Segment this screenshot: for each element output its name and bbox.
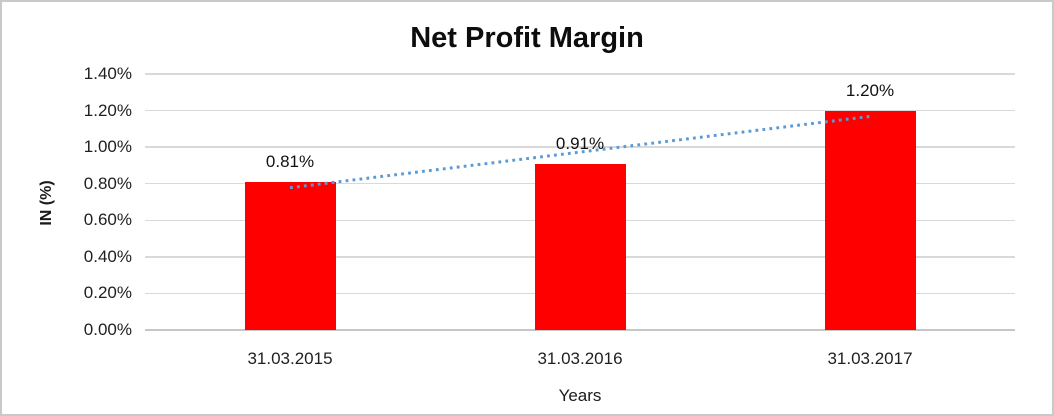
bar-31.03.2015 bbox=[244, 181, 336, 330]
data-label: 0.81% bbox=[265, 151, 315, 171]
x-tick-label: 31.03.2016 bbox=[537, 349, 623, 368]
data-label: 1.20% bbox=[845, 80, 895, 100]
y-tick-label: 1.40% bbox=[83, 64, 132, 83]
y-tick-label: 0.00% bbox=[83, 320, 132, 339]
x-tick-label: 31.03.2015 bbox=[247, 349, 333, 368]
y-tick-label: 0.20% bbox=[83, 283, 132, 303]
y-tick-label: 0.60% bbox=[83, 210, 132, 230]
data-label: 0.91% bbox=[555, 133, 605, 153]
y-tick-label: 1.00% bbox=[83, 137, 132, 157]
bar-31.03.2017 bbox=[824, 110, 916, 330]
x-axis-line bbox=[145, 329, 1015, 332]
x-tick-label: 31.03.2017 bbox=[827, 349, 913, 368]
x-axis-title: Years bbox=[558, 386, 602, 405]
y-tick-label: 0.40% bbox=[83, 246, 132, 266]
y-tick-label: 1.20% bbox=[83, 100, 132, 120]
gridline bbox=[145, 73, 1015, 75]
chart-title: Net Profit Margin bbox=[410, 22, 644, 54]
bar-31.03.2016 bbox=[534, 163, 626, 330]
gridline bbox=[145, 109, 1015, 112]
y-tick-label: 0.80% bbox=[83, 173, 132, 193]
